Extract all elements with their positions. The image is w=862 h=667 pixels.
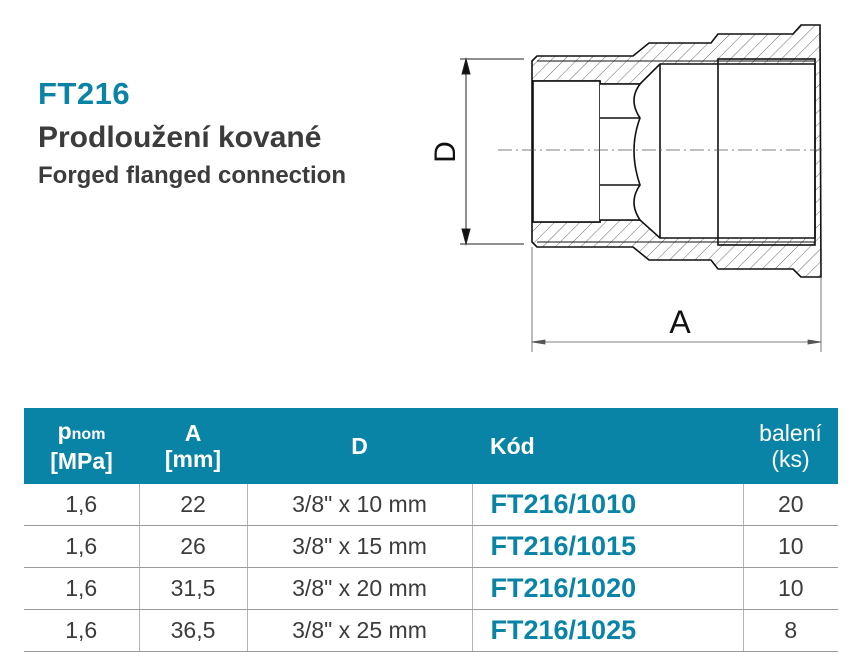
header-a-unit: [mm] [164, 446, 222, 472]
dimension-a-label: A [669, 304, 691, 340]
cell-a: 22 [138, 484, 247, 526]
header-p-sub: nom [71, 426, 106, 443]
dimension-d [460, 57, 524, 246]
header-a: A [mm] [139, 408, 247, 484]
header-pack-unit: (ks) [771, 446, 810, 472]
cell-pressure: 1,6 [24, 567, 139, 610]
cell-pack: 8 [742, 609, 838, 652]
cell-code: FT216/1025 [471, 609, 743, 652]
cell-a: 31,5 [138, 567, 247, 610]
cell-pressure: 1,6 [24, 525, 139, 568]
cell-pack: 20 [742, 484, 838, 526]
header-p: p [57, 418, 72, 444]
header-a-main: A [184, 420, 202, 446]
cell-pack: 10 [742, 567, 838, 610]
header-p-unit: [MPa] [50, 448, 113, 474]
cell-d: 3/8" x 10 mm [246, 484, 472, 526]
cell-d: 3/8" x 25 mm [246, 609, 472, 652]
fitting-section [531, 24, 822, 278]
technical-drawing: D A [429, 24, 822, 352]
product-code: FT216 [38, 76, 131, 111]
product-title-cz: Prodloužení kované [38, 121, 322, 154]
cell-pack: 10 [742, 525, 838, 568]
table-row: 1,6 26 3/8" x 15 mm FT216/1015 10 [24, 525, 838, 568]
header-d: D [247, 408, 472, 484]
header-pack-main: balení [759, 420, 822, 446]
table-row: 1,6 36,5 3/8" x 25 mm FT216/1025 8 [24, 609, 838, 652]
table-row: 1,6 22 3/8" x 10 mm FT216/1010 20 [24, 484, 838, 526]
header-pack: balení (ks) [743, 408, 838, 484]
cell-code: FT216/1010 [471, 484, 743, 526]
cell-a: 26 [138, 525, 247, 568]
cell-d: 3/8" x 15 mm [246, 525, 472, 568]
cell-d: 3/8" x 20 mm [246, 567, 472, 610]
dimension-a [531, 247, 822, 352]
table-header-row: pnom [MPa] A [mm] D Kód balení (ks) [24, 408, 838, 484]
cell-pressure: 1,6 [24, 609, 139, 652]
cell-code: FT216/1020 [471, 567, 743, 610]
cell-a: 36,5 [138, 609, 247, 652]
dimension-d-label: D [429, 141, 462, 163]
cell-code: FT216/1015 [471, 525, 743, 568]
table-row: 1,6 31,5 3/8" x 20 mm FT216/1020 10 [24, 567, 838, 610]
cell-pressure: 1,6 [24, 484, 139, 526]
product-title-en: Forged flanged connection [38, 162, 347, 189]
header-pressure: pnom [MPa] [24, 408, 139, 484]
header-code: Kód [472, 408, 743, 484]
product-table: pnom [MPa] A [mm] D Kód balení (ks) 1,6 22 … [24, 408, 838, 652]
